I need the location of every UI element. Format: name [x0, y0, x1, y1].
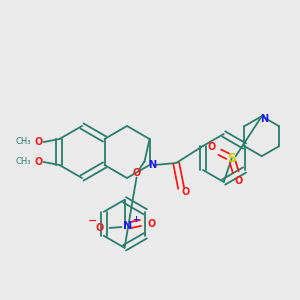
- Text: O: O: [147, 219, 156, 229]
- Text: N: N: [260, 114, 268, 124]
- Text: O: O: [132, 168, 141, 178]
- Text: O: O: [34, 157, 43, 167]
- Text: O: O: [208, 142, 216, 152]
- Text: CH₃: CH₃: [16, 137, 32, 146]
- Text: N: N: [123, 221, 132, 231]
- Text: O: O: [95, 223, 104, 233]
- Text: O: O: [34, 137, 43, 147]
- Text: N: N: [148, 160, 157, 170]
- Text: O: O: [235, 176, 243, 186]
- Text: +: +: [132, 215, 139, 224]
- Text: S: S: [227, 152, 236, 165]
- Text: O: O: [181, 187, 189, 197]
- Text: −: −: [88, 216, 97, 226]
- Text: CH₃: CH₃: [16, 158, 32, 166]
